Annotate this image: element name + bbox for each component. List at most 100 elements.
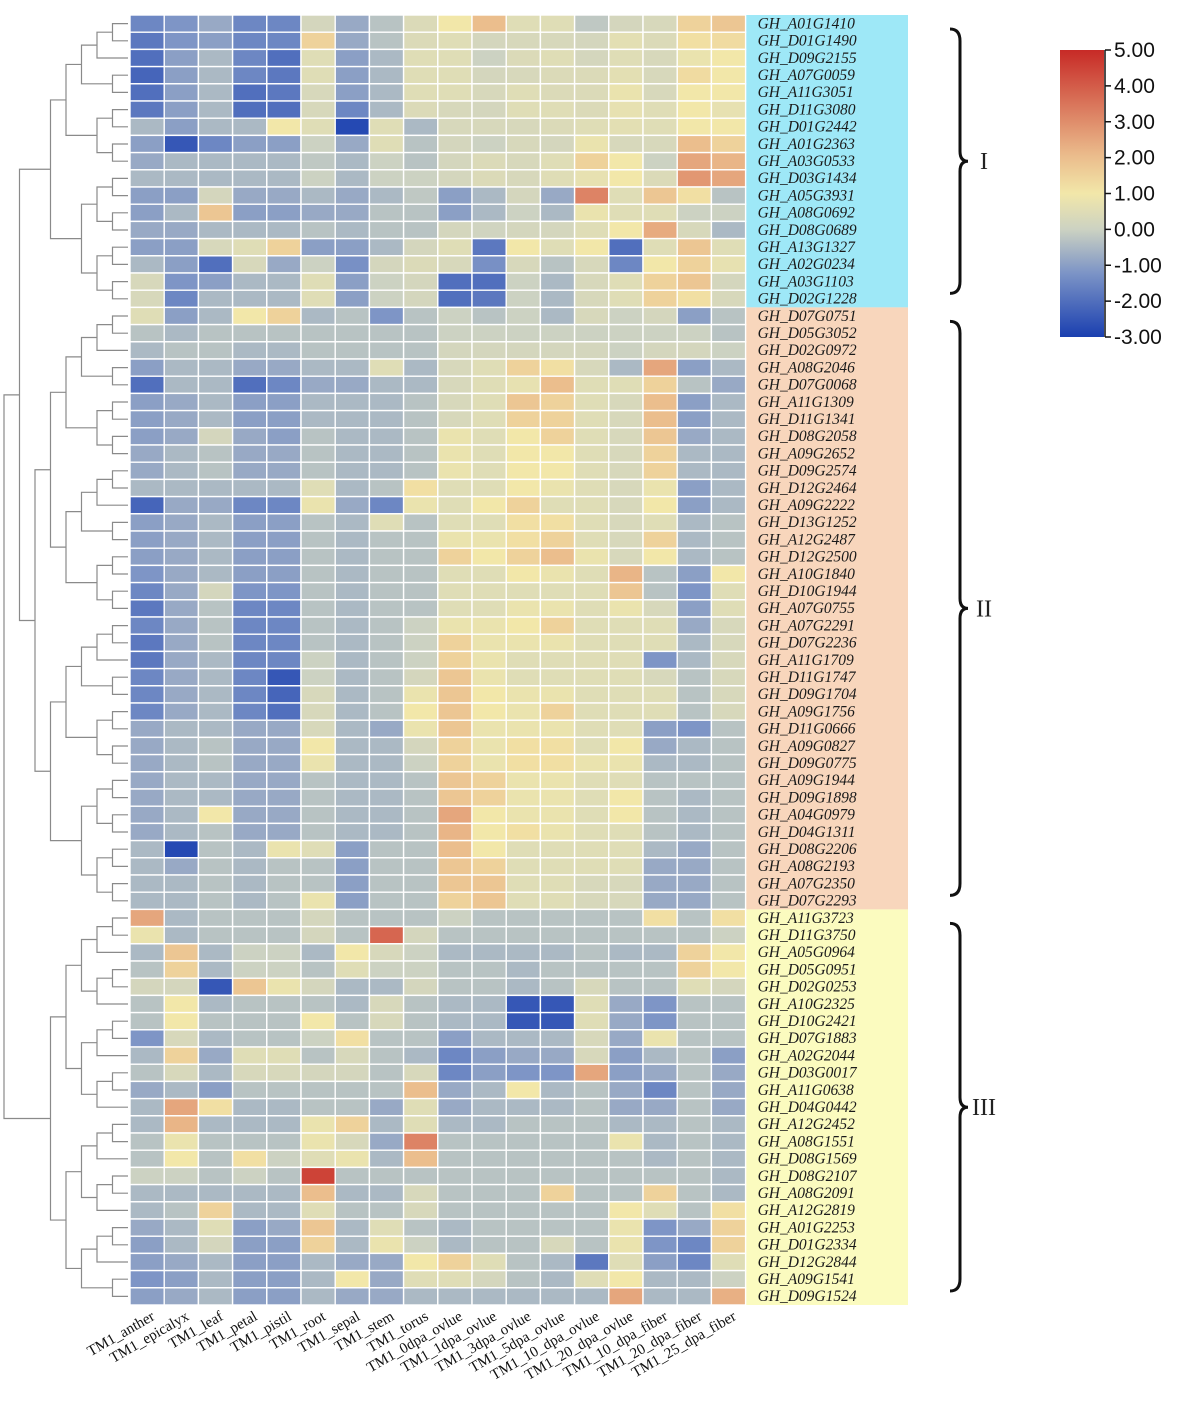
- heatmap-cell: [163, 736, 200, 756]
- heatmap-cell: [266, 822, 302, 842]
- heatmap-cell: [437, 736, 473, 756]
- heatmap-cell: [642, 667, 678, 687]
- heatmap-cell: [129, 427, 165, 446]
- heatmap-cell: [676, 220, 713, 240]
- heatmap-cell: [608, 1287, 644, 1306]
- heatmap-cell: [334, 48, 371, 68]
- heatmap-cell: [129, 753, 165, 773]
- heatmap-cell: [437, 186, 473, 205]
- heatmap-cell: [129, 650, 165, 670]
- heatmap-cell: [710, 1046, 747, 1065]
- heatmap-cell: [163, 994, 200, 1014]
- heatmap-cell: [710, 960, 747, 979]
- heatmap-cell: [676, 1149, 713, 1169]
- heatmap-cell: [402, 1132, 439, 1151]
- heatmap-cell: [573, 14, 610, 33]
- heatmap-cell: [676, 237, 713, 257]
- heatmap-cell: [402, 31, 439, 51]
- heatmap-cell: [163, 375, 200, 395]
- heatmap-cell: [300, 943, 336, 962]
- heatmap-cell: [471, 1080, 507, 1100]
- heatmap-cell: [573, 943, 610, 962]
- gene-label: GH_A12G2819: [758, 1202, 856, 1219]
- heatmap-cell: [505, 547, 542, 567]
- heatmap-cell: [129, 736, 165, 756]
- heatmap-cell: [334, 272, 371, 291]
- heatmap-cell: [676, 753, 713, 773]
- heatmap-cell: [334, 1149, 371, 1169]
- heatmap-cell: [505, 788, 542, 807]
- heatmap-cell: [505, 1149, 542, 1169]
- heatmap-cell: [334, 83, 371, 102]
- heatmap-cell: [368, 169, 405, 188]
- heatmap-cell: [642, 874, 678, 893]
- heatmap-cell: [266, 14, 302, 33]
- heatmap-cell: [676, 1011, 713, 1031]
- dendrogram-branch: [111, 470, 128, 489]
- heatmap-cell: [334, 1218, 371, 1237]
- heatmap-cell: [573, 65, 610, 85]
- heatmap-cell: [608, 891, 644, 911]
- heatmap-cell: [437, 650, 473, 670]
- heatmap-cell: [437, 925, 473, 945]
- heatmap-cell: [642, 753, 678, 773]
- heatmap-cell: [231, 1115, 268, 1134]
- heatmap-cell: [642, 392, 678, 412]
- heatmap-cell: [505, 1183, 542, 1203]
- heatmap-cell: [505, 822, 542, 842]
- heatmap-cell: [539, 874, 576, 893]
- heatmap-cell: [266, 1166, 302, 1186]
- gene-label: GH_A09G1944: [758, 772, 856, 789]
- heatmap-cell: [197, 203, 234, 223]
- heatmap-cell: [300, 1183, 336, 1203]
- heatmap-cell: [129, 874, 165, 893]
- heatmap-cell: [573, 667, 610, 687]
- heatmap-cell: [437, 1287, 473, 1306]
- heatmap-cell: [129, 1080, 165, 1100]
- heatmap-cell: [334, 323, 371, 343]
- heatmap-cell: [231, 461, 268, 481]
- heatmap-cell: [300, 169, 336, 188]
- heatmap-cell: [437, 409, 473, 429]
- heatmap-cell: [539, 685, 576, 704]
- heatmap-cell: [608, 151, 644, 171]
- heatmap-cell: [129, 186, 165, 205]
- heatmap-cell: [266, 771, 302, 790]
- heatmap-cell: [505, 960, 542, 979]
- heatmap-cell: [505, 14, 542, 33]
- heatmap-cell: [129, 203, 165, 223]
- heatmap-cell: [231, 186, 268, 205]
- heatmap-cell: [437, 48, 473, 68]
- heatmap-cell: [539, 478, 576, 498]
- heatmap-cell: [676, 1201, 713, 1220]
- heatmap-cell: [163, 1269, 200, 1289]
- heatmap-cell: [573, 306, 610, 326]
- heatmap-cell: [197, 719, 234, 739]
- heatmap-cell: [163, 1201, 200, 1220]
- heatmap-cell: [163, 220, 200, 240]
- heatmap-cell: [573, 203, 610, 223]
- heatmap-cell: [129, 1183, 165, 1203]
- heatmap-cell: [471, 581, 507, 601]
- heatmap-cell: [710, 272, 747, 291]
- heatmap-cell: [539, 1011, 576, 1031]
- heatmap-cell: [676, 1183, 713, 1203]
- heatmap-cell: [505, 581, 542, 601]
- heatmap-cell: [471, 341, 507, 360]
- cluster-brace: [949, 921, 969, 1293]
- heatmap-cell: [231, 375, 268, 395]
- dendrogram-branch: [80, 203, 97, 274]
- heatmap-cell: [608, 753, 644, 773]
- gene-label: GH_D08G2107: [758, 1168, 858, 1185]
- heatmap-cell: [300, 341, 336, 360]
- heatmap-cell: [163, 48, 200, 68]
- heatmap-cell: [334, 1166, 371, 1186]
- heatmap-cell: [539, 134, 576, 154]
- heatmap-cell: [608, 1080, 644, 1100]
- heatmap-cell: [231, 753, 268, 773]
- heatmap-cell: [163, 65, 200, 85]
- heatmap-cell: [437, 857, 473, 876]
- heatmap-cell: [231, 805, 268, 825]
- heatmap-cell: [505, 771, 542, 790]
- dendrogram-branch: [3, 394, 51, 1120]
